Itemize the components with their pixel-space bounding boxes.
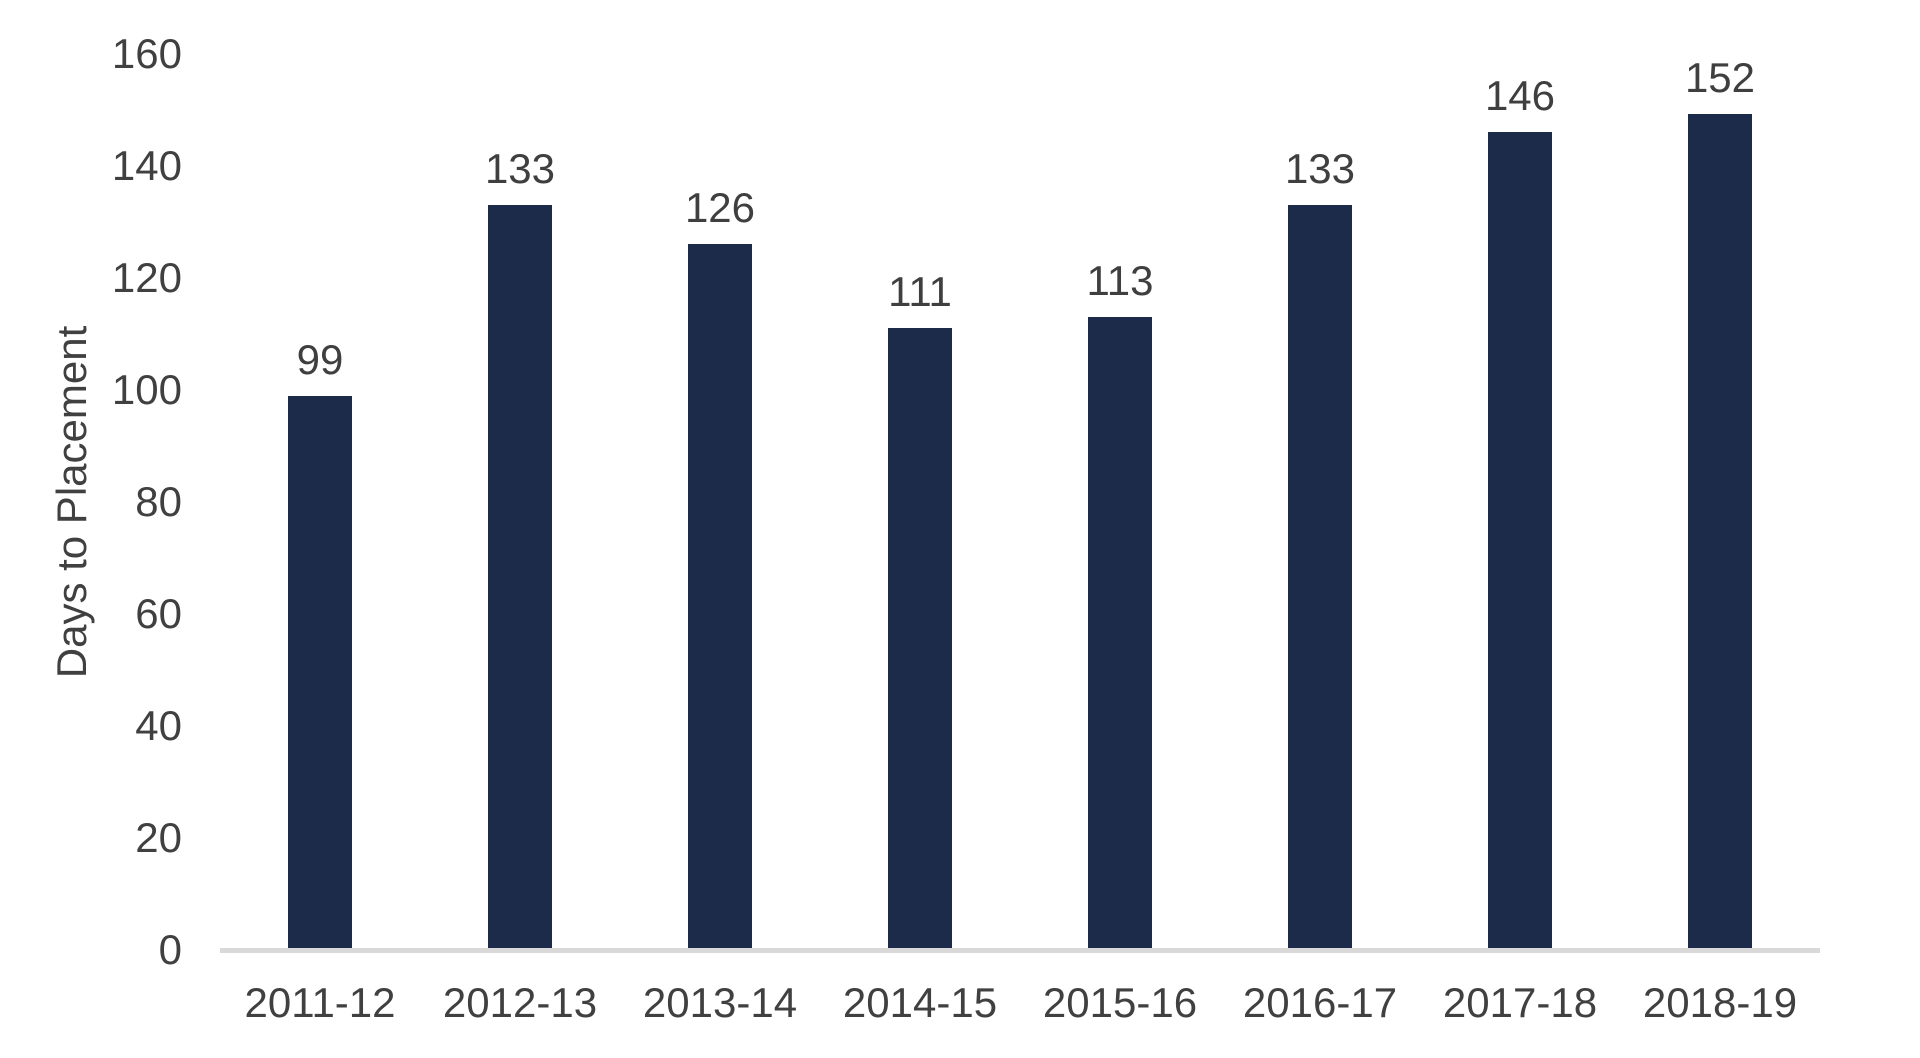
y-tick-label: 80 — [135, 478, 182, 525]
bar-group: 99 — [220, 54, 420, 950]
y-tick-label: 40 — [135, 702, 182, 749]
bar — [1688, 114, 1752, 950]
bar-value-label: 113 — [1086, 257, 1154, 305]
bar — [888, 328, 952, 950]
bar — [288, 395, 352, 950]
x-tick-label: 2012-13 — [442, 979, 598, 1026]
plot-area: 99 133 126 111 113 133 146 152 — [220, 54, 1820, 950]
x-axis-line — [220, 948, 1820, 953]
x-tick-label: 2015-16 — [1042, 979, 1198, 1026]
y-axis-ticks: 0 20 40 60 80 100 120 140 160 — [0, 0, 182, 1058]
y-tick-label: 20 — [135, 814, 182, 861]
bar — [1088, 317, 1152, 950]
bar — [1288, 205, 1352, 950]
bar-value-label: 133 — [1284, 145, 1356, 193]
y-tick-label: 0 — [158, 926, 182, 973]
bar-value-label: 133 — [484, 145, 556, 193]
bar — [488, 205, 552, 950]
x-tick-label: 2011-12 — [244, 979, 396, 1026]
x-axis-labels: 2011-12 2012-13 2013-14 2014-15 2015-16 2016-… — [220, 978, 1820, 1028]
y-tick-label: 100 — [111, 366, 182, 413]
bar-value-label: 152 — [1684, 54, 1756, 101]
x-tick-label: 2013-14 — [642, 979, 798, 1026]
bar-value-label: 126 — [684, 184, 756, 232]
y-tick-label: 140 — [111, 142, 182, 189]
x-tick-label: 2018-19 — [1642, 979, 1798, 1026]
bars-container: 99 133 126 111 113 133 146 152 — [220, 54, 1820, 950]
bar-value-label: 146 — [1484, 72, 1556, 120]
bar-group: 133 — [420, 54, 620, 950]
bar — [688, 244, 752, 950]
bar-value-label: 111 — [888, 268, 952, 316]
bar-group: 111 — [820, 54, 1020, 950]
y-tick-label: 160 — [111, 30, 182, 77]
x-tick-label: 2016-17 — [1242, 979, 1398, 1026]
bar-group: 126 — [620, 54, 820, 950]
bar — [1488, 132, 1552, 950]
y-tick-label: 120 — [111, 254, 182, 301]
bar-value-label: 99 — [296, 335, 344, 383]
y-tick-label: 60 — [135, 590, 182, 637]
x-tick-label: 2014-15 — [842, 979, 998, 1026]
x-tick-label: 2017-18 — [1442, 979, 1598, 1026]
bar-group: 113 — [1020, 54, 1220, 950]
bar-group: 152 — [1620, 54, 1820, 950]
bar-group: 146 — [1420, 54, 1620, 950]
bar-group: 133 — [1220, 54, 1420, 950]
